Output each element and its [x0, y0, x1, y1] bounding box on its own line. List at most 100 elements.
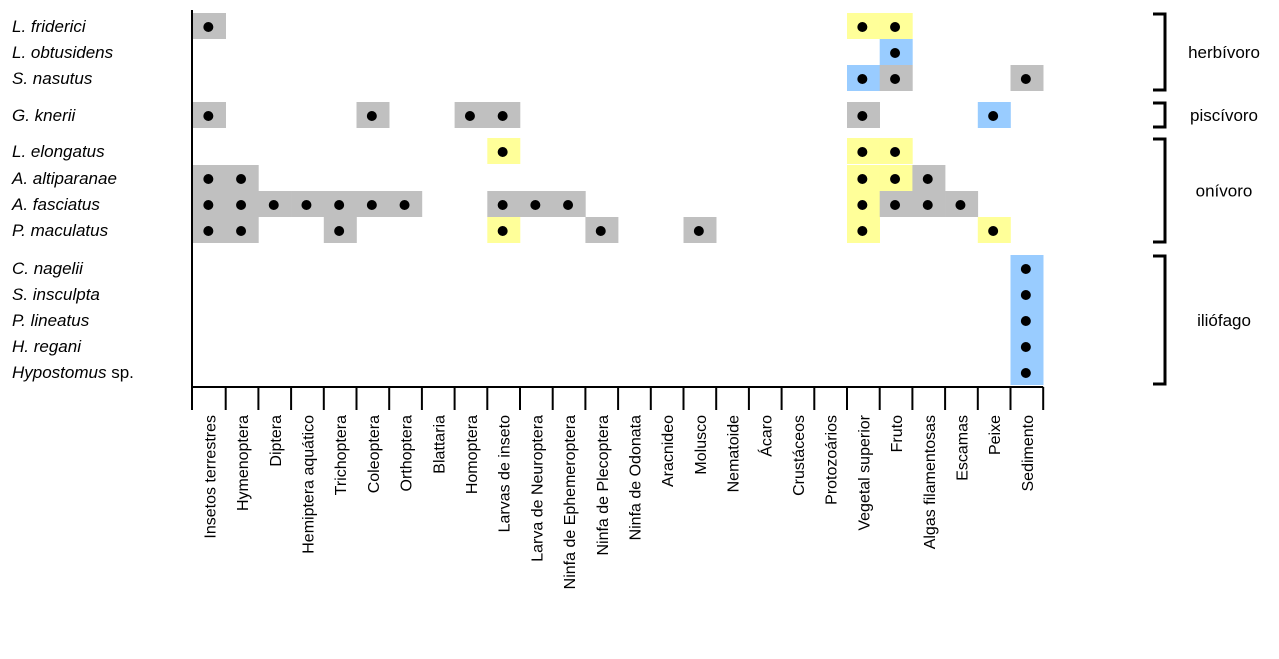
- food-item-labels: Insetos terrestres Hymenoptera Diptera Hemi…: [202, 414, 1037, 589]
- presence-dot: [334, 226, 344, 236]
- food-item-label: Vegetal superior: [856, 414, 873, 530]
- presence-dot: [890, 200, 900, 210]
- presence-dot: [203, 200, 213, 210]
- group-label: onívoro: [1196, 182, 1253, 201]
- presence-dot: [367, 111, 377, 121]
- group-bracket: [1153, 14, 1165, 90]
- presence-dot: [1021, 368, 1031, 378]
- presence-dot: [530, 200, 540, 210]
- presence-dot: [1021, 290, 1031, 300]
- cells-layer: [193, 13, 1044, 385]
- presence-dot: [857, 111, 867, 121]
- food-item-label: Sedimento: [1020, 415, 1037, 492]
- presence-dot: [269, 200, 279, 210]
- food-item-label: Molusco: [693, 415, 710, 475]
- presence-dot: [857, 22, 867, 32]
- food-item-label: Ninfa de Odonata: [627, 415, 644, 541]
- presence-dot: [203, 22, 213, 32]
- species-label: L. obtusidens: [12, 43, 114, 62]
- group-label: piscívoro: [1190, 106, 1258, 125]
- presence-dot: [236, 174, 246, 184]
- presence-dot: [203, 111, 213, 121]
- presence-dot: [1021, 264, 1031, 274]
- presence-dot: [498, 111, 508, 121]
- food-item-label: Diptera: [268, 415, 285, 467]
- presence-dot: [498, 200, 508, 210]
- presence-dot: [923, 174, 933, 184]
- presence-dot: [465, 111, 475, 121]
- food-item-label: Hemiptera aquático: [300, 415, 317, 554]
- species-label: S. nasutus: [12, 69, 93, 88]
- group-label: iliófago: [1197, 311, 1251, 330]
- food-item-label: Blattaria: [431, 415, 448, 474]
- presence-dot: [563, 200, 573, 210]
- food-item-label: Escamas: [954, 415, 971, 481]
- species-label: H. regani: [12, 337, 82, 356]
- food-item-label: Orthoptera: [399, 415, 416, 492]
- presence-dot: [890, 147, 900, 157]
- species-label: L. elongatus: [12, 142, 105, 161]
- presence-dot: [857, 147, 867, 157]
- group-bracket: [1153, 103, 1165, 127]
- presence-dot: [857, 174, 867, 184]
- food-item-label: Algas filamentosas: [922, 415, 939, 549]
- presence-dot: [890, 174, 900, 184]
- species-label: P. maculatus: [12, 221, 109, 240]
- presence-dot: [1021, 342, 1031, 352]
- food-item-label: Aracnideo: [660, 415, 677, 487]
- species-label: G. knerii: [12, 106, 77, 125]
- species-label: Hypostomus sp.: [12, 363, 134, 382]
- presence-dot: [1021, 74, 1031, 84]
- food-item-label: Hymenoptera: [235, 415, 252, 511]
- species-label: P. lineatus: [12, 311, 90, 330]
- presence-dot: [203, 226, 213, 236]
- group-bracket: [1153, 139, 1165, 242]
- food-item-label: Fruto: [889, 415, 906, 452]
- presence-dot: [923, 200, 933, 210]
- presence-dot: [334, 200, 344, 210]
- presence-dot: [203, 174, 213, 184]
- presence-dot: [988, 111, 998, 121]
- group-label: herbívoro: [1188, 43, 1260, 62]
- species-label: A. fasciatus: [11, 195, 100, 214]
- presence-dot: [367, 200, 377, 210]
- presence-dot: [236, 226, 246, 236]
- presence-dot: [857, 74, 867, 84]
- food-item-label: Homoptera: [464, 415, 481, 494]
- presence-dot: [301, 200, 311, 210]
- presence-dot: [596, 226, 606, 236]
- food-item-label: Larvas de inseto: [497, 415, 514, 533]
- food-item-label: Ninfa de Plecoptera: [595, 415, 612, 556]
- species-label: A. altiparanae: [11, 169, 117, 188]
- presence-dot: [988, 226, 998, 236]
- food-item-label: Crustáceos: [791, 415, 808, 496]
- presence-dot: [857, 226, 867, 236]
- presence-dot: [694, 226, 704, 236]
- presence-dot: [498, 147, 508, 157]
- food-item-label: Protozoários: [824, 415, 841, 505]
- food-item-label: Coleoptera: [366, 415, 383, 493]
- presence-dot: [857, 200, 867, 210]
- species-labels: L. friderici L. obtusidens S. nasutus G. kn…: [11, 17, 134, 382]
- food-item-label: Ácaro: [756, 415, 775, 457]
- group-bracket: [1153, 256, 1165, 384]
- food-item-label: Larva de Neuroptera: [529, 415, 546, 562]
- presence-dot: [955, 200, 965, 210]
- presence-dot: [400, 200, 410, 210]
- food-item-label: Trichoptera: [333, 415, 350, 495]
- presence-dot: [890, 22, 900, 32]
- food-item-label: Insetos terrestres: [202, 415, 219, 539]
- food-item-label: Ninfa de Ephemeroptera: [562, 415, 579, 589]
- species-label: S. insculpta: [12, 285, 100, 304]
- food-item-label: Nematoide: [726, 415, 743, 492]
- presence-dot: [498, 226, 508, 236]
- species-label: C. nagelii: [12, 259, 84, 278]
- trophic-group-brackets: herbívoro piscívoro onívoro iliófago: [1153, 14, 1260, 384]
- food-item-label: Peixe: [987, 415, 1004, 455]
- species-label: L. friderici: [12, 17, 87, 36]
- presence-dot: [236, 200, 246, 210]
- presence-dot: [1021, 316, 1031, 326]
- presence-dot: [890, 74, 900, 84]
- presence-dot: [890, 48, 900, 58]
